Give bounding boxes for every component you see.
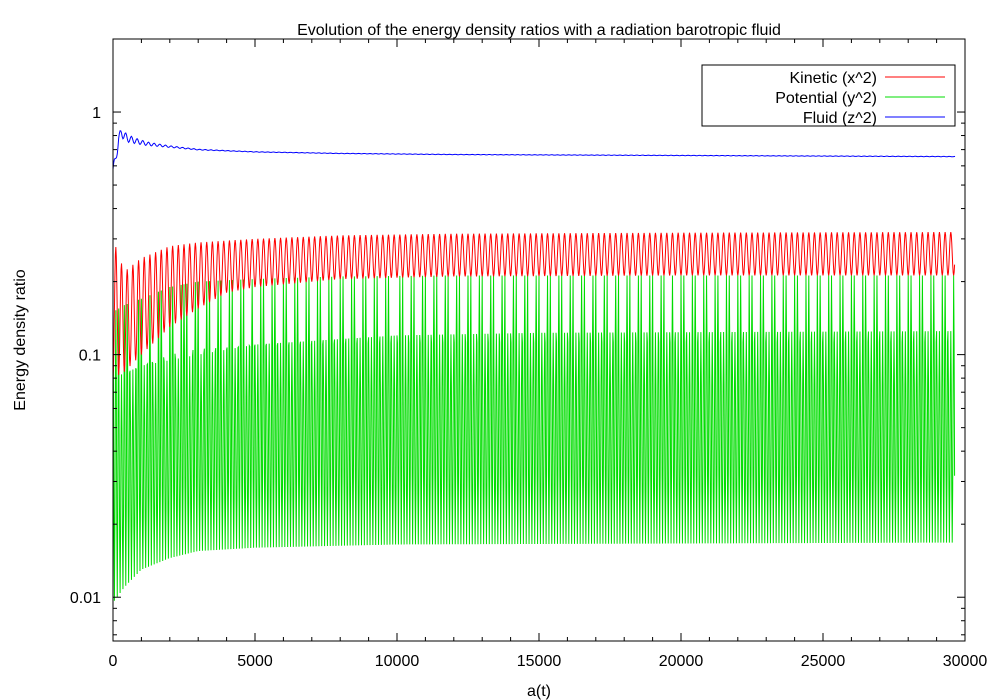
x-tick-label: 20000 bbox=[659, 653, 704, 670]
legend-box bbox=[701, 64, 956, 127]
x-tick-label: 30000 bbox=[943, 653, 988, 670]
series-line-potential bbox=[112, 275, 956, 601]
x-axis-ticks: 0 5000 10000 15000 20000 25000 30000 bbox=[109, 39, 988, 670]
y-tick-label: 1 bbox=[92, 105, 101, 122]
legend-label-kinetic: Kinetic (x^2) bbox=[789, 70, 877, 87]
y-tick-label: 0.1 bbox=[79, 348, 101, 365]
chart-title: Evolution of the energy density ratios w… bbox=[297, 22, 781, 39]
series-layer bbox=[112, 130, 956, 601]
x-tick-label: 10000 bbox=[375, 653, 420, 670]
y-axis-label: Energy density ratio bbox=[12, 269, 29, 411]
x-axis-label: a(t) bbox=[527, 683, 551, 700]
y-axis-ticks: 0.01 0.1 1 bbox=[70, 38, 965, 636]
x-tick-label: 15000 bbox=[517, 653, 562, 670]
x-tick-label: 5000 bbox=[237, 653, 273, 670]
legend: Kinetic (x^2) Potential (y^2) Fluid (z^2… bbox=[701, 64, 956, 127]
legend-label-potential: Potential (y^2) bbox=[775, 90, 877, 107]
series-line-kinetic bbox=[112, 232, 956, 379]
y-tick-label: 0.01 bbox=[70, 590, 101, 607]
series-line-fluid bbox=[112, 130, 956, 170]
x-tick-label: 25000 bbox=[801, 653, 846, 670]
x-tick-label: 0 bbox=[109, 653, 118, 670]
legend-label-fluid: Fluid (z^2) bbox=[803, 110, 877, 127]
